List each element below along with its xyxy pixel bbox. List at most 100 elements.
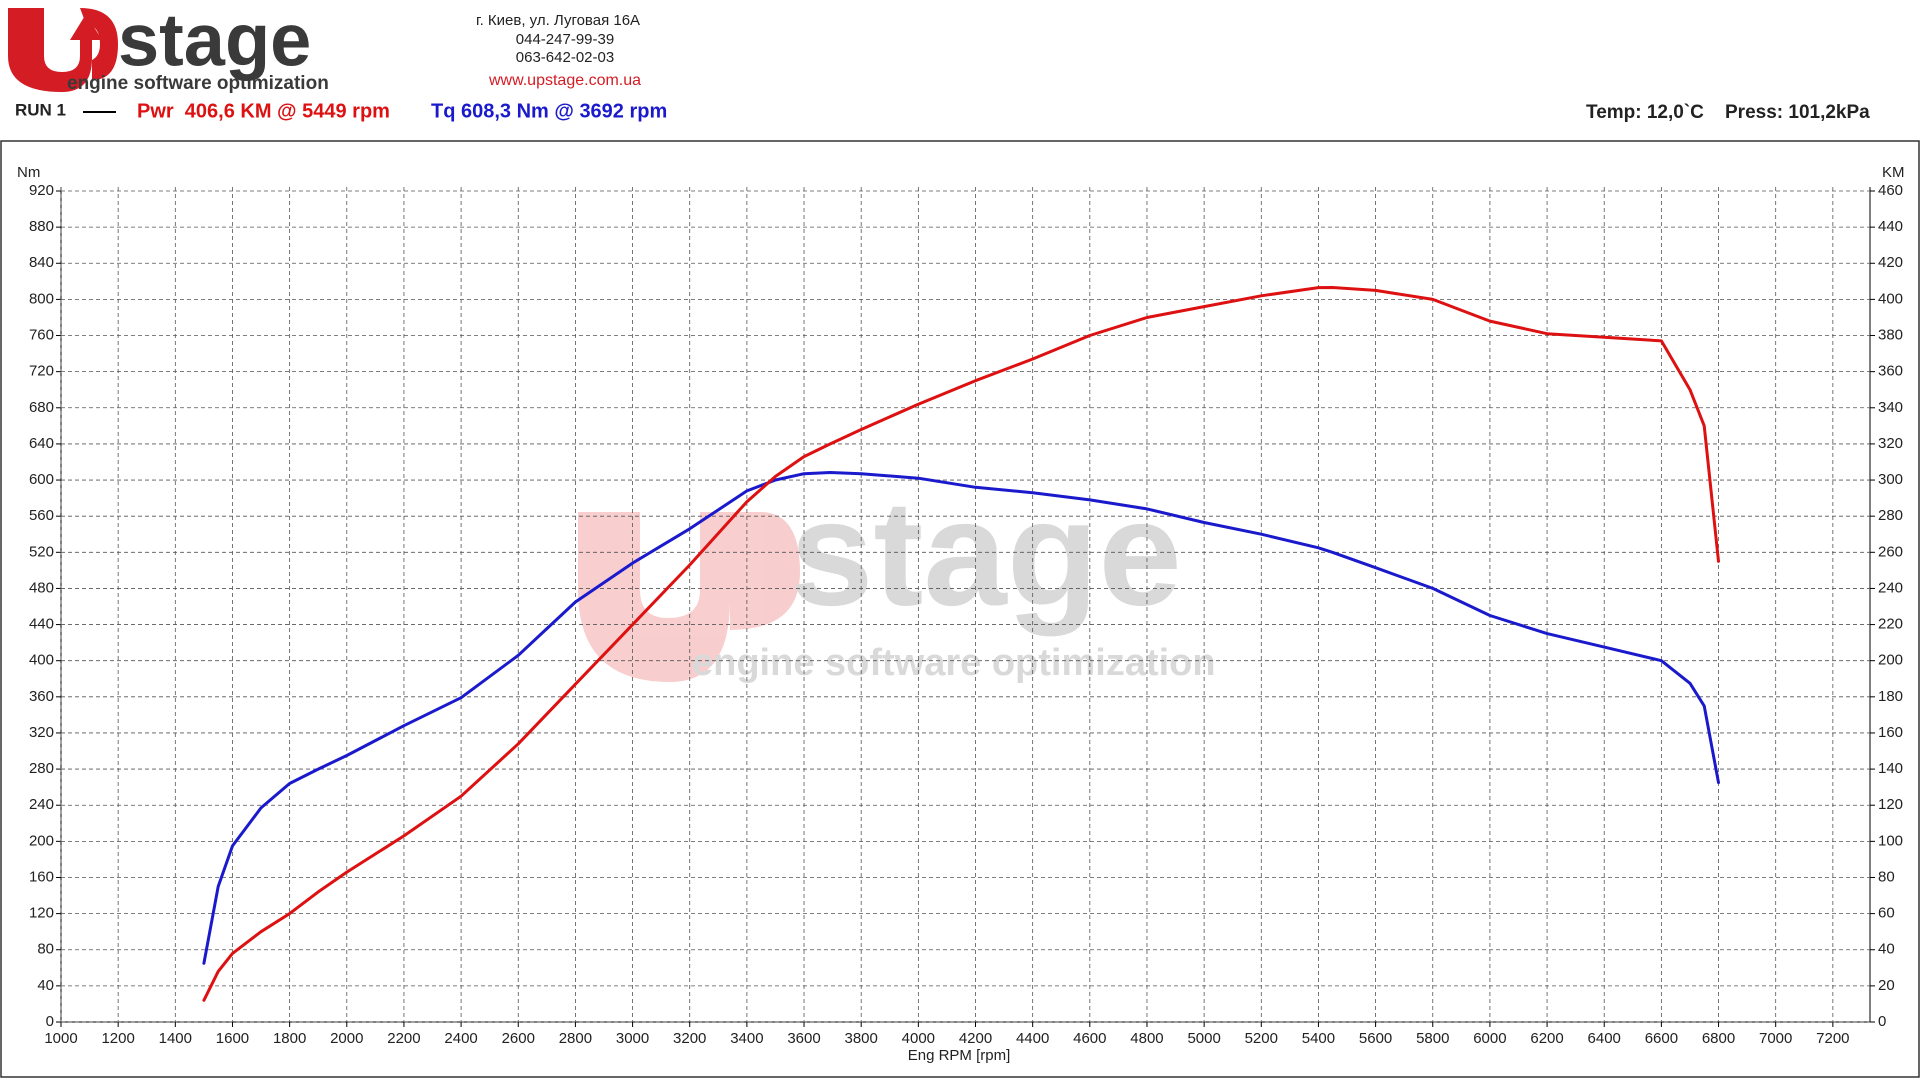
address-line: 063-642-02-03 [516, 49, 614, 66]
y2-tick-label: 260 [1878, 543, 1903, 560]
x-tick-label: 3000 [616, 1030, 649, 1047]
y2-tick-label: 280 [1878, 507, 1903, 524]
x-tick-label: 6200 [1530, 1030, 1563, 1047]
series-line [202, 471, 1720, 965]
logo-u [8, 8, 102, 92]
y-tick-label: 520 [29, 543, 54, 560]
x-tick-label: 2200 [387, 1030, 420, 1047]
y-tick-label: 280 [29, 760, 54, 777]
x-tick-label: 5600 [1359, 1030, 1392, 1047]
y2-tick-label: 460 [1878, 182, 1903, 199]
chart-frame [0, 140, 1920, 1078]
watermark: stage engine software optimization [578, 469, 1216, 684]
y-tick-label: 200 [29, 832, 54, 849]
y-axis-label: Nm [17, 164, 40, 181]
x-tick-label: 4400 [1016, 1030, 1049, 1047]
x-tick-label: 7000 [1759, 1030, 1792, 1047]
y2-tick-label: 300 [1878, 471, 1903, 488]
y-tick-label: 240 [29, 796, 54, 813]
x-tick-label: 1400 [159, 1030, 192, 1047]
url: www.upstage.com.ua [488, 72, 641, 89]
y2-tick-label: 440 [1878, 218, 1903, 235]
tagline: engine software optimization [67, 73, 329, 94]
y-tick-label: 320 [29, 724, 54, 741]
y2-tick-label: 40 [1878, 941, 1895, 958]
x-tick-label: 6800 [1702, 1030, 1735, 1047]
x-tick-label: 7200 [1816, 1030, 1849, 1047]
y-tick-label: 760 [29, 326, 54, 343]
power-summary: Pwr 406,6 KM @ 5449 rpm [137, 100, 390, 122]
x-tick-label: 5800 [1416, 1030, 1449, 1047]
x-tick-label: 1000 [44, 1030, 77, 1047]
y-tick-label: 800 [29, 290, 54, 307]
plot: 0408012016020024028032036040044048052056… [17, 164, 1905, 1064]
x-tick-label: 6600 [1645, 1030, 1678, 1047]
x-tick-label: 3800 [845, 1030, 878, 1047]
y2-tick-label: 340 [1878, 399, 1903, 416]
x-tick-label: 5000 [1187, 1030, 1220, 1047]
y-tick-label: 560 [29, 507, 54, 524]
x-tick-label: 4600 [1073, 1030, 1106, 1047]
y-tick-label: 120 [29, 905, 54, 922]
torque-summary: Tq 608,3 Nm @ 3692 rpm [431, 100, 667, 122]
y2-tick-label: 140 [1878, 760, 1903, 777]
y-tick-label: 440 [29, 616, 54, 633]
y2-tick-label: 60 [1878, 905, 1895, 922]
x-tick-label: 5400 [1302, 1030, 1335, 1047]
y2-tick-label: 400 [1878, 290, 1903, 307]
y2-tick-label: 100 [1878, 832, 1903, 849]
y2-tick-label: 200 [1878, 652, 1903, 669]
y2-tick-label: 420 [1878, 254, 1903, 271]
x-tick-label: 1200 [101, 1030, 134, 1047]
y-tick-label: 880 [29, 218, 54, 235]
y-tick-label: 400 [29, 652, 54, 669]
run-label: RUN 1 [15, 100, 66, 119]
y-tick-label: 160 [29, 868, 54, 885]
x-tick-label: 4200 [959, 1030, 992, 1047]
x-axis-label: Eng RPM [rpm] [908, 1047, 1011, 1064]
press: Press: 101,2kPa [1725, 102, 1870, 123]
x-tick-label: 2800 [559, 1030, 592, 1047]
x-tick-label: 6400 [1588, 1030, 1621, 1047]
y-tick-label: 40 [37, 977, 54, 994]
x-tick-label: 6000 [1473, 1030, 1506, 1047]
y2-tick-label: 240 [1878, 579, 1903, 596]
x-tick-label: 1800 [273, 1030, 306, 1047]
y-tick-label: 480 [29, 579, 54, 596]
series-line [202, 286, 1720, 1002]
x-tick-label: 2400 [444, 1030, 477, 1047]
y2-tick-label: 160 [1878, 724, 1903, 741]
logo-p [80, 8, 118, 80]
y-tick-label: 840 [29, 254, 54, 271]
x-tick-label: 3400 [730, 1030, 763, 1047]
x-tick-label: 4800 [1130, 1030, 1163, 1047]
y-tick-label: 360 [29, 688, 54, 705]
address-line: 044-247-99-39 [516, 31, 614, 48]
y2-tick-label: 80 [1878, 868, 1895, 885]
y-tick-label: 720 [29, 363, 54, 380]
y2-tick-label: 20 [1878, 977, 1895, 994]
y-tick-label: 0 [46, 1013, 54, 1030]
y2-axis-label: KM [1882, 164, 1905, 181]
y2-tick-label: 320 [1878, 435, 1903, 452]
y2-tick-label: 0 [1878, 1013, 1886, 1030]
temp: Temp: 12,0`C [1586, 102, 1704, 123]
y-tick-label: 920 [29, 182, 54, 199]
y-tick-label: 80 [37, 941, 54, 958]
watermark-u [578, 512, 800, 682]
y2-tick-label: 220 [1878, 616, 1903, 633]
x-tick-label: 2600 [502, 1030, 535, 1047]
x-tick-label: 3200 [673, 1030, 706, 1047]
y2-tick-label: 120 [1878, 796, 1903, 813]
y2-tick-label: 380 [1878, 326, 1903, 343]
y-tick-label: 680 [29, 399, 54, 416]
y-tick-label: 600 [29, 471, 54, 488]
logo: stage engine software optimization [8, 0, 329, 94]
brand: stage [118, 0, 311, 82]
watermark-tagline: engine software optimization [692, 642, 1216, 684]
x-tick-label: 3600 [787, 1030, 820, 1047]
x-tick-label: 5200 [1245, 1030, 1278, 1047]
address-line: г. Киев, ул. Луговая 16А [476, 12, 640, 29]
x-tick-label: 4000 [902, 1030, 935, 1047]
